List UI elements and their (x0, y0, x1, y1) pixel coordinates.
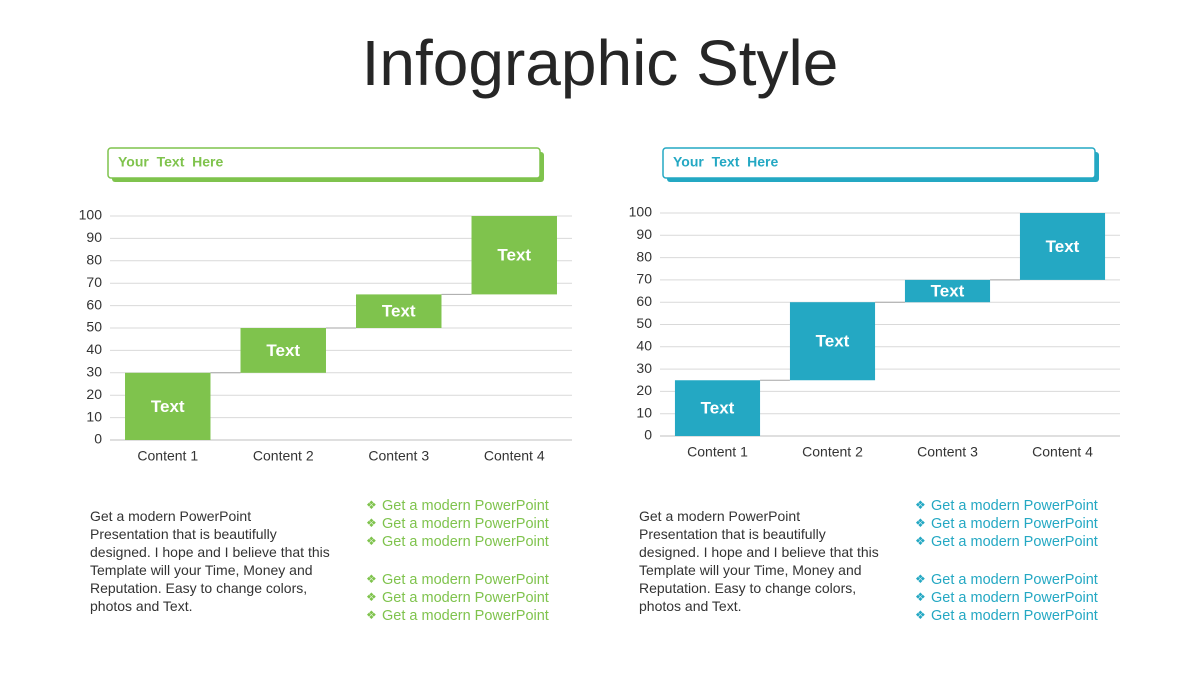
bar (674, 380, 761, 436)
bullet-icon: ❖ (915, 498, 926, 512)
bullet-icon: ❖ (366, 516, 377, 530)
header-text: Your Text Here (118, 154, 224, 170)
bar-label: Text (382, 302, 416, 321)
y-tick-label: 60 (636, 293, 652, 309)
bar-label: Text (816, 332, 850, 351)
x-tick-label: Content 4 (484, 448, 545, 464)
y-tick-label: 10 (636, 404, 652, 420)
bullet-text: Get a modern PowerPoint (382, 534, 549, 550)
y-tick-label: 50 (86, 319, 102, 335)
y-tick-label: 20 (636, 382, 652, 398)
x-tick-label: Content 2 (253, 448, 314, 464)
bar-label: Text (151, 397, 185, 416)
y-tick-label: 40 (86, 341, 102, 357)
bullet-text: Get a modern PowerPoint (931, 608, 1098, 624)
bullet-text: Get a modern PowerPoint (931, 572, 1098, 588)
bar-label: Text (1046, 237, 1080, 256)
bullet-text: Get a modern PowerPoint (382, 608, 549, 624)
bullet-text: Get a modern PowerPoint (931, 534, 1098, 550)
bullet-icon: ❖ (915, 516, 926, 530)
header-box (107, 147, 541, 179)
x-tick-label: Content 1 (137, 448, 198, 464)
y-tick-label: 0 (94, 431, 102, 447)
bar-label: Text (931, 282, 965, 301)
paragraph: Get a modern PowerPoint Presentation tha… (90, 508, 330, 614)
bullet-icon: ❖ (915, 572, 926, 586)
slide-title: Infographic Style (362, 27, 839, 99)
x-tick-label: Content 3 (917, 444, 978, 460)
bar-label: Text (497, 246, 531, 265)
header-text: Your Text Here (673, 154, 779, 170)
y-tick-label: 70 (86, 274, 102, 290)
bullet-icon: ❖ (915, 534, 926, 548)
y-tick-label: 70 (636, 271, 652, 287)
bar (356, 294, 442, 328)
bullet-icon: ❖ (366, 534, 377, 548)
bullet-text: Get a modern PowerPoint (931, 590, 1098, 606)
bar (904, 279, 991, 303)
bullet-icon: ❖ (366, 608, 377, 622)
x-tick-label: Content 3 (368, 448, 429, 464)
bar (789, 302, 876, 381)
y-tick-label: 80 (636, 248, 652, 264)
y-tick-label: 60 (86, 296, 102, 312)
y-tick-label: 40 (636, 338, 652, 354)
bar-label: Text (701, 399, 735, 418)
bullet-text: Get a modern PowerPoint (931, 516, 1098, 532)
y-tick-label: 10 (86, 408, 102, 424)
y-tick-label: 100 (629, 204, 653, 220)
y-tick-label: 90 (86, 229, 102, 245)
bullet-text: Get a modern PowerPoint (382, 498, 549, 514)
bullet-icon: ❖ (366, 498, 377, 512)
bullet-text: Get a modern PowerPoint (931, 498, 1098, 514)
y-tick-label: 30 (636, 360, 652, 376)
bar (471, 216, 557, 295)
y-tick-label: 80 (86, 252, 102, 268)
bullet-icon: ❖ (366, 572, 377, 586)
bullet-icon: ❖ (915, 590, 926, 604)
y-tick-label: 0 (644, 427, 652, 443)
bar (1019, 213, 1106, 280)
bullet-text: Get a modern PowerPoint (382, 572, 549, 588)
y-tick-label: 50 (636, 315, 652, 331)
bullet-icon: ❖ (915, 608, 926, 622)
y-tick-label: 30 (86, 364, 102, 380)
paragraph: Get a modern PowerPoint Presentation tha… (639, 508, 879, 614)
y-tick-label: 20 (86, 386, 102, 402)
bullet-icon: ❖ (366, 590, 377, 604)
x-tick-label: Content 2 (802, 444, 863, 460)
bullet-text: Get a modern PowerPoint (382, 590, 549, 606)
header-box (662, 147, 1096, 179)
bar (240, 328, 326, 373)
x-tick-label: Content 1 (687, 444, 748, 460)
y-tick-label: 100 (79, 207, 103, 223)
y-tick-label: 90 (636, 226, 652, 242)
bar-label: Text (266, 341, 300, 360)
x-tick-label: Content 4 (1032, 444, 1093, 460)
bullet-text: Get a modern PowerPoint (382, 516, 549, 532)
bar (125, 372, 211, 440)
